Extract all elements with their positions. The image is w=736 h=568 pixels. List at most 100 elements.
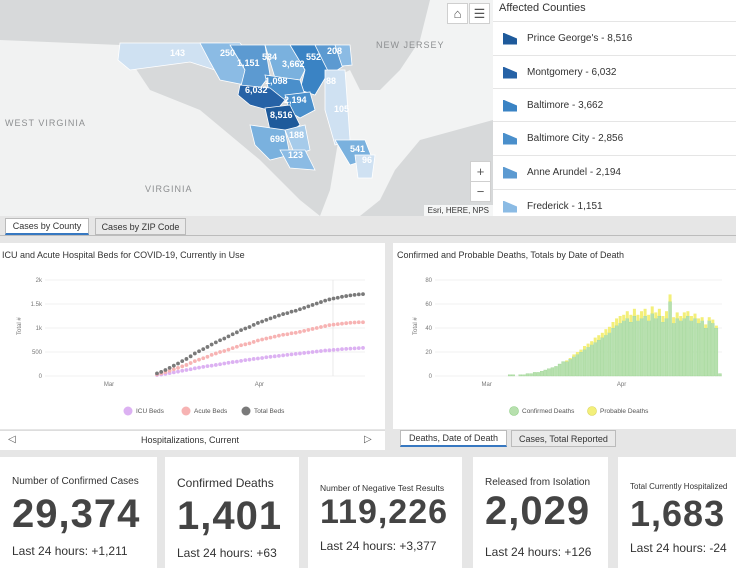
data-point [285,311,290,316]
data-point [344,346,349,351]
stat-value: 29,374 [12,492,141,536]
data-point [184,357,189,361]
data-point [218,338,222,343]
data-point [184,368,189,372]
bar-probable [607,326,611,333]
legend-item[interactable]: Anne Arundel - 2,194 [493,155,736,189]
next-chart-button[interactable]: ▷ [364,434,372,445]
legend-item[interactable]: Baltimore City - 2,856 [493,121,736,155]
data-point [218,350,222,354]
home-button[interactable]: ⌂ [447,3,468,24]
legend-item[interactable]: Montgomery - 6,032 [493,55,736,89]
bar-confirmed [636,320,640,377]
bar-confirmed [622,320,626,377]
data-point [352,292,357,297]
bar-probable [707,317,711,321]
data-point [298,351,302,356]
data-point [230,332,235,337]
legend-swatch [503,166,517,179]
stat-last-24h: Last 24 hours: +126 [485,545,592,559]
data-point [243,326,248,331]
data-point [289,331,294,336]
data-point [251,340,256,344]
county-value: 208 [327,46,342,56]
bar-confirmed [507,374,512,377]
data-point [188,361,193,365]
data-point [331,322,336,327]
y-tick-label: 0 [429,374,433,380]
bar-probable [689,316,693,321]
legend-label: Anne Arundel - 2,194 [527,167,621,178]
data-point [171,367,176,372]
bar-probable [679,316,683,321]
data-point [298,307,302,312]
county-map[interactable]: NEW JERSEY WEST VIRGINIA VIRGINIA 143 25… [0,0,493,216]
x-tick-label: Mar [481,382,491,388]
data-point [184,363,189,367]
legend-label: Frederick - 1,151 [527,201,603,212]
tab-cases-total[interactable]: Cases, Total Reported [511,430,616,447]
y-tick-label: 80 [425,278,432,284]
bar-probable [693,313,697,319]
data-point [213,363,218,367]
legend-marker [241,406,251,416]
data-point [314,301,319,306]
county-value: 105 [334,104,349,114]
data-point [302,305,307,310]
county-value: 123 [288,150,303,160]
legend-label: Confirmed Deaths [522,408,575,415]
prev-chart-button[interactable]: ◁ [8,434,16,445]
x-tick-label: Apr [617,382,626,388]
legend-swatch [503,32,517,45]
county-cecil[interactable] [334,44,353,67]
legend-item[interactable]: Prince George's - 8,516 [493,21,736,55]
bar-confirmed [529,373,533,377]
data-point [272,354,277,359]
stat-label: Confirmed Deaths [177,476,274,490]
data-point [163,368,168,372]
legend-label: Probable Deaths [600,408,649,415]
county-value: 2,194 [284,95,307,105]
zoom-out-button[interactable]: − [470,181,491,202]
data-point [348,293,353,298]
data-point [239,328,243,333]
divider [0,235,736,236]
data-point [222,361,227,366]
data-point [306,350,311,355]
stat-value: 2,029 [485,489,591,533]
county-st-marys[interactable] [279,149,316,171]
data-point [310,303,315,307]
legend-label: Baltimore - 3,662 [527,100,604,111]
tab-cases-by-zip[interactable]: Cases by ZIP Code [95,218,186,235]
legend-item[interactable]: Baltimore - 3,662 [493,88,736,122]
data-point [281,353,286,358]
bar-confirmed [600,337,604,377]
bar-confirmed [550,367,555,377]
data-point [251,322,256,327]
bar-confirmed [696,323,701,377]
bar-confirmed [614,325,619,377]
bar-probable [600,332,604,338]
legend-swatch [503,66,517,79]
data-point [277,333,281,338]
data-point [218,362,222,367]
data-point [176,361,180,366]
county-value: 6,032 [245,85,268,95]
data-point [281,312,286,316]
bar-probable [568,358,572,360]
tab-deaths-date[interactable]: Deaths, Date of Death [400,430,507,447]
stat-last-24h: Last 24 hours: +1,211 [12,544,128,558]
list-button[interactable]: ☰ [469,3,490,24]
legend-item[interactable]: Frederick - 1,151 [493,189,736,216]
county-calvert[interactable] [284,124,311,156]
zoom-in-button[interactable]: + [470,161,491,182]
legend-marker [509,406,519,416]
county-charles[interactable] [249,124,291,161]
tab-cases-by-county[interactable]: Cases by County [5,218,89,235]
bar-probable [682,312,686,319]
y-tick-label: 0 [39,374,43,380]
data-point [293,330,298,335]
county-worcester[interactable] [354,154,376,179]
county-value: 541 [350,144,365,154]
data-point [180,368,185,373]
